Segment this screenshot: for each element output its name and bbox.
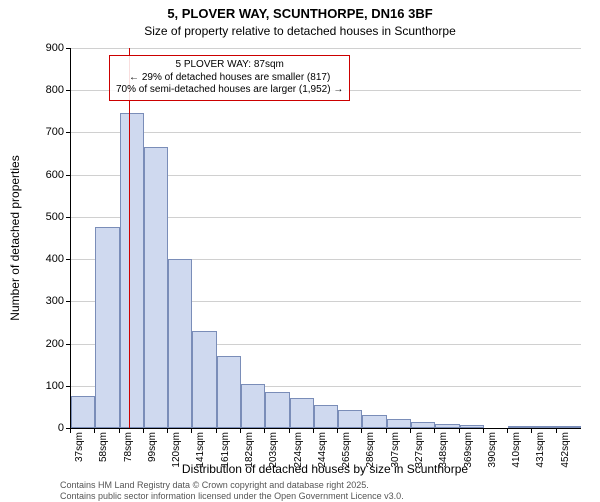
histogram-bar [411,422,435,428]
xtick-mark [556,428,557,433]
xtick-mark [386,428,387,433]
plot-area: 5 PLOVER WAY: 87sqm← 29% of detached hou… [70,48,581,429]
gridline [71,48,581,49]
xtick-mark [264,428,265,433]
info-box: 5 PLOVER WAY: 87sqm← 29% of detached hou… [109,55,350,101]
ytick-mark [66,48,71,49]
chart-subtitle: Size of property relative to detached ho… [0,24,600,38]
x-axis-label: Distribution of detached houses by size … [70,462,580,476]
xtick-mark [94,428,95,433]
histogram-bar [532,426,556,428]
histogram-bar [265,392,289,428]
ytick-mark [66,90,71,91]
histogram-bar [95,227,119,428]
ytick-mark [66,259,71,260]
info-line-2: ← 29% of detached houses are smaller (81… [116,72,343,85]
xtick-mark [410,428,411,433]
ytick-label: 0 [34,422,64,434]
ytick-label: 600 [34,169,64,181]
xtick-mark [337,428,338,433]
histogram-bar [387,419,411,428]
ytick-label: 400 [34,253,64,265]
marker-line [129,48,130,428]
y-axis-label: Number of detached properties [8,155,22,320]
histogram-bar [71,396,95,428]
gridline [71,132,581,133]
xtick-mark [289,428,290,433]
xtick-mark [191,428,192,433]
ytick-mark [66,344,71,345]
xtick-mark [434,428,435,433]
histogram-bar [557,426,581,428]
ytick-label: 300 [34,295,64,307]
ytick-label: 700 [34,126,64,138]
histogram-bar [508,426,532,428]
ytick-label: 900 [34,42,64,54]
ytick-label: 500 [34,211,64,223]
ytick-mark [66,217,71,218]
histogram-bar [120,113,144,428]
attribution-line-1: Contains HM Land Registry data © Crown c… [60,480,404,491]
histogram-bar [362,415,386,429]
xtick-mark [119,428,120,433]
xtick-mark [313,428,314,433]
attribution-text: Contains HM Land Registry data © Crown c… [60,480,404,502]
xtick-mark [70,428,71,433]
histogram-bar [338,410,362,428]
histogram-bar [314,405,338,428]
histogram-chart: 5, PLOVER WAY, SCUNTHORPE, DN16 3BF Size… [0,0,600,500]
xtick-mark [361,428,362,433]
histogram-bar [460,425,484,428]
xtick-mark [143,428,144,433]
xtick-mark [531,428,532,433]
ytick-mark [66,132,71,133]
ytick-label: 100 [34,380,64,392]
chart-title: 5, PLOVER WAY, SCUNTHORPE, DN16 3BF [0,6,600,21]
histogram-bar [192,331,216,428]
ytick-mark [66,386,71,387]
histogram-bar [144,147,168,428]
ytick-mark [66,301,71,302]
histogram-bar [290,398,314,428]
histogram-bar [168,259,192,428]
histogram-bar [241,384,265,428]
ytick-label: 800 [34,84,64,96]
xtick-mark [459,428,460,433]
histogram-bar [217,356,241,428]
ytick-label: 200 [34,338,64,350]
histogram-bar [435,424,459,428]
xtick-mark [483,428,484,433]
xtick-mark [216,428,217,433]
xtick-mark [240,428,241,433]
info-line-1: 5 PLOVER WAY: 87sqm [116,59,343,72]
ytick-mark [66,175,71,176]
xtick-mark [167,428,168,433]
xtick-mark [507,428,508,433]
info-line-3: 70% of semi-detached houses are larger (… [116,84,343,97]
